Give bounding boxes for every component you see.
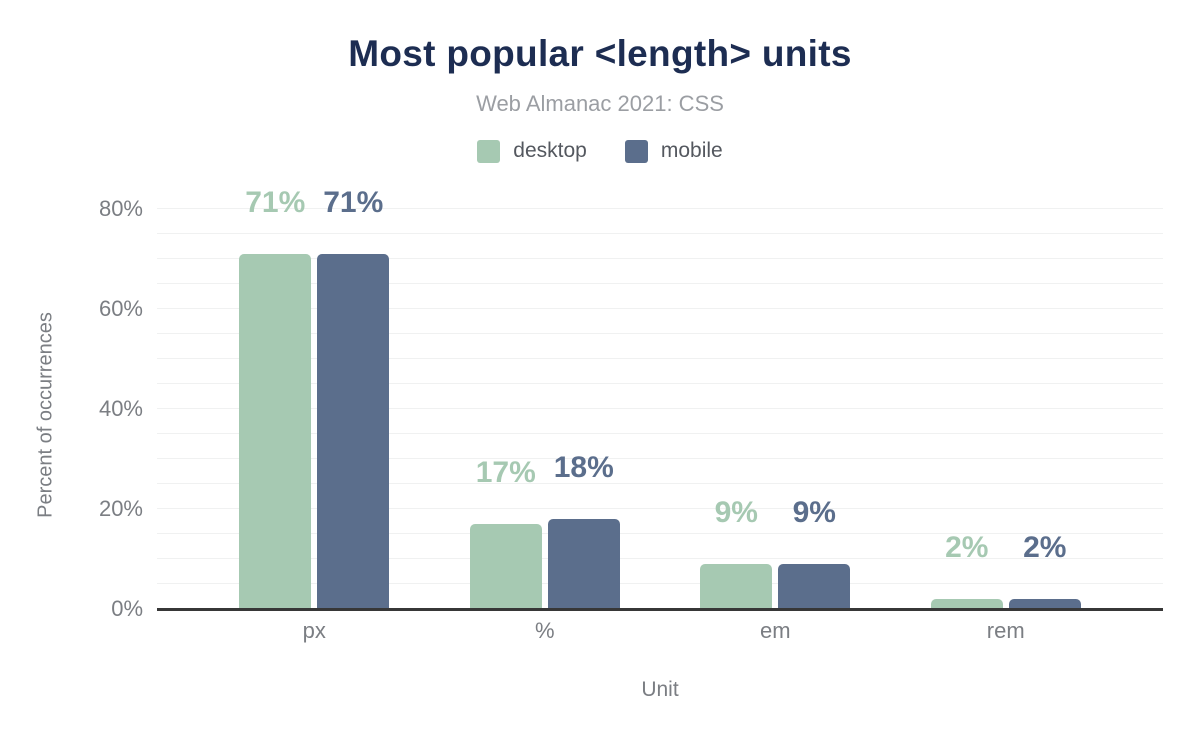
x-tick-label-em: em: [759, 618, 791, 643]
gridline: [157, 408, 1163, 409]
y-axis-title: Percent of occurrences: [34, 312, 57, 518]
bar-value-label: 71%: [245, 186, 306, 219]
legend-item-mobile: mobile: [624, 139, 723, 163]
y-tick-label: 80%: [98, 196, 143, 221]
y-tick-label: 0%: [111, 596, 143, 621]
bar-column: 71%: [239, 184, 312, 609]
gridline: [157, 258, 1163, 259]
bar-column: 18%: [547, 184, 620, 609]
gridline: [157, 533, 1163, 534]
gridline: [157, 208, 1163, 209]
bar-group-%: 17% 18%: [430, 184, 661, 609]
bar-desktop-%: [469, 524, 542, 609]
bar-mobile-em: [778, 564, 851, 609]
mobile-series-swatch: [624, 139, 648, 163]
x-axis-tick-labels: px% em rem: [157, 618, 1163, 644]
gridline: [157, 283, 1163, 284]
x-tick-label-rem: rem: [986, 618, 1025, 643]
gridline: [157, 508, 1163, 509]
bar-value-label: 9%: [714, 496, 758, 529]
bar-column: 71%: [317, 184, 390, 609]
x-tick-label-%: %: [534, 618, 555, 643]
bar-desktop-rem: [930, 599, 1003, 609]
bar-mobile-rem: [1008, 599, 1081, 609]
bar-group-em: 9% 9%: [660, 184, 891, 609]
legend-label-mobile: mobile: [660, 139, 723, 162]
gridline: [157, 433, 1163, 434]
bar-column: 2%: [930, 184, 1003, 609]
bar-desktop-em: [700, 564, 773, 609]
bar-mobile-px: [317, 254, 390, 609]
gridline: [157, 383, 1163, 384]
gridline: [157, 458, 1163, 459]
bar-column: 9%: [700, 184, 773, 609]
bar-column: 9%: [778, 184, 851, 609]
bar-value-label: 2%: [945, 531, 989, 564]
x-axis-title: Unit: [641, 678, 679, 701]
bar-group-rem: 2% 2%: [891, 184, 1122, 609]
gridline: [157, 308, 1163, 309]
bar-desktop-px: [239, 254, 312, 609]
bar-group-px: 71% 71%: [199, 184, 430, 609]
x-axis-line: [157, 608, 1163, 611]
bar-value-label: 71%: [323, 186, 384, 219]
bar-groups: 71% 71% 17% 18% 9% 9% 2% 2%: [157, 184, 1163, 609]
gridline: [157, 583, 1163, 584]
bar-value-label: 9%: [792, 496, 836, 529]
x-tick-label-px: px: [302, 618, 326, 643]
gridline: [157, 483, 1163, 484]
legend-label-desktop: desktop: [513, 139, 587, 162]
desktop-series-swatch: [477, 139, 501, 163]
gridline: [157, 358, 1163, 359]
y-tick-label: 40%: [98, 396, 143, 421]
gridline: [157, 558, 1163, 559]
bar-value-label: 17%: [475, 456, 536, 489]
chart-title: Most popular <length> units: [348, 33, 852, 74]
legend: desktop mobile: [0, 139, 1200, 163]
y-tick-label: 20%: [98, 496, 143, 521]
bar-column: 17%: [469, 184, 542, 609]
bar-value-label: 2%: [1023, 531, 1067, 564]
bar-mobile-%: [547, 519, 620, 609]
gridline: [157, 233, 1163, 234]
y-tick-label: 60%: [98, 296, 143, 321]
chart-subtitle: Web Almanac 2021: CSS: [476, 91, 724, 116]
legend-item-desktop: desktop: [477, 139, 587, 163]
bar-value-label: 18%: [553, 451, 614, 484]
plot-area: 0% 20% 40% 60% 80% 71% 71% 17% 18% 9% 9% 2% 2%: [99, 184, 1163, 621]
gridline: [157, 333, 1163, 334]
bar-column: 2%: [1008, 184, 1081, 609]
